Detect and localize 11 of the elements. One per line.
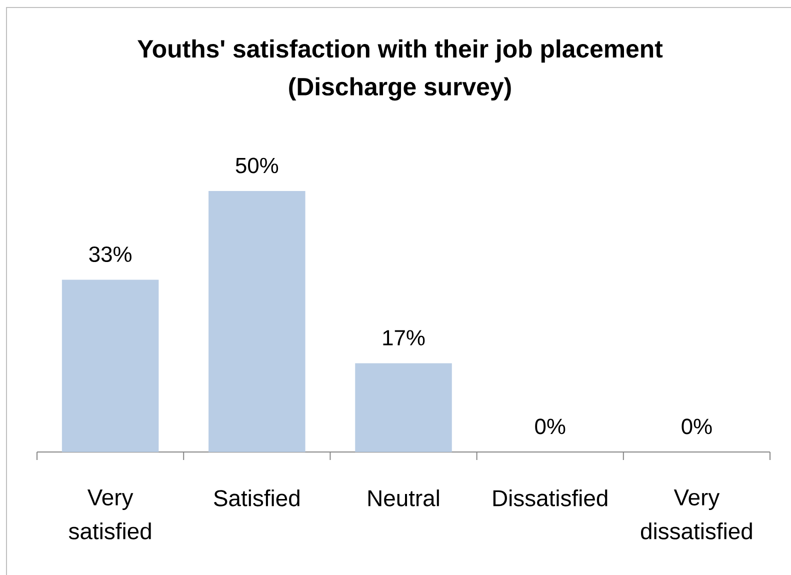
data-label: 50% [236,158,278,174]
x-tick-label: Satisfied [214,490,300,506]
chart-title: Youths' satisfaction with their job placement (Discharge survey) [138,39,663,101]
data-label: 0% [682,418,712,434]
x-tick-label: Very satisfied [68,490,151,540]
data-label: 17% [383,330,425,346]
data-label: 0% [535,418,566,434]
x-tick-label: Dissatisfied [493,490,608,506]
x-tick-label: Very dissatisfied [641,490,752,540]
x-tick-label: Neutral [368,490,439,506]
data-label: 33% [89,246,132,262]
